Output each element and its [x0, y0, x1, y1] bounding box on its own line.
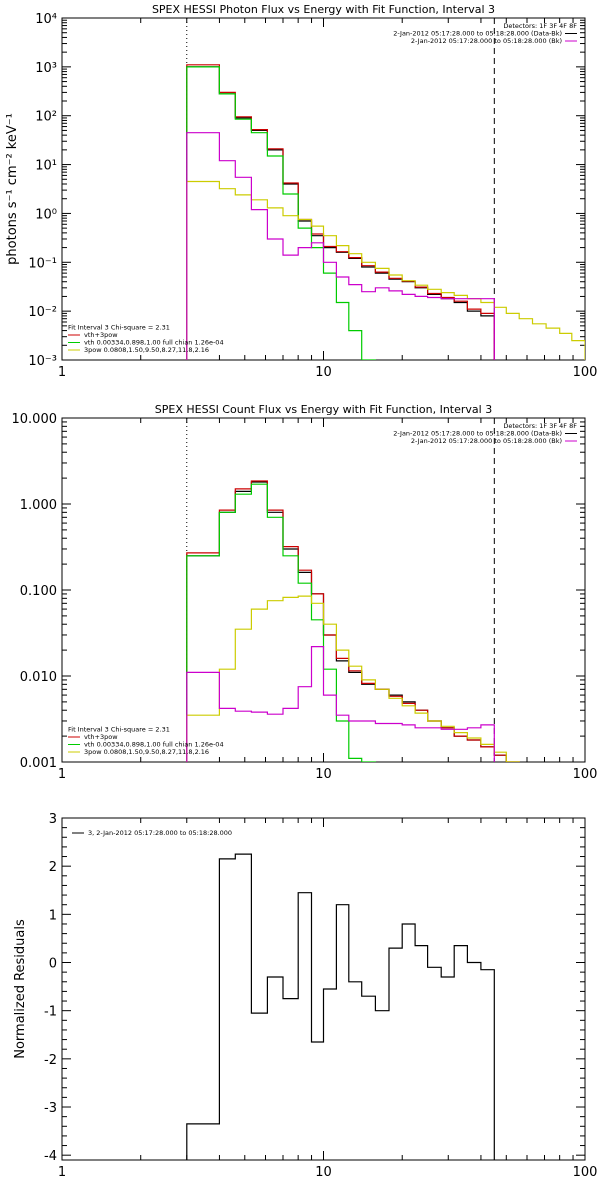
y-tick-label: 0.001 — [20, 756, 57, 771]
series-line — [186, 180, 585, 360]
y-tick-label: 1 — [49, 908, 57, 923]
chart-title: SPEX HESSI Count Flux vs Energy with Fit… — [155, 403, 492, 416]
chart-panel-2: SPEX HESSI Count Flux vs Energy with Fit… — [12, 403, 598, 782]
legend-entry: 2-Jan-2012 05:17:28.000 to 05:18:28.000 … — [411, 437, 562, 445]
y-axis-label: photons s⁻¹ cm⁻² keV⁻¹ — [5, 113, 20, 265]
y-tick-label: 0.100 — [20, 584, 57, 599]
y-tick-label: 0.010 — [20, 670, 57, 685]
series-line — [186, 480, 520, 762]
x-tick-label: 10 — [315, 767, 332, 782]
y-tick-label: 10⁻² — [28, 305, 57, 320]
x-tick-label: 100 — [573, 365, 598, 380]
series-line — [186, 66, 495, 360]
series-line — [186, 64, 495, 360]
chart-panel-3: 1 10 100 -4 -3 -2 -1 0 1 2 3 Normalized Residuals 3,… — [13, 812, 597, 1180]
y-tick-label: 0 — [49, 957, 57, 972]
chart-title: SPEX HESSI Photon Flux vs Energy with Fi… — [152, 3, 495, 16]
legend-entry: Fit Interval 3 Chi-square = 2.31 — [68, 726, 170, 734]
series-line — [186, 595, 520, 762]
y-tick-label: 3 — [49, 812, 57, 827]
y-tick-label: 10² — [35, 110, 57, 125]
plot-frame — [61, 417, 586, 763]
legend-entry: vth 0.00334,0.898,1.00 full chian 1.26e-… — [84, 339, 224, 347]
series-line — [186, 646, 495, 762]
x-tick-label: 1 — [58, 1165, 66, 1180]
y-tick-label: 10¹ — [35, 159, 57, 174]
y-tick-label: -3 — [44, 1101, 57, 1116]
legend-entry: 3pow 0.0808,1.50,9.50,8.27,11.8,2.16 — [84, 748, 209, 756]
legend-entry: 3pow 0.0808,1.50,9.50,8.27,11.8,2.16 — [84, 346, 209, 354]
y-tick-label: -2 — [44, 1053, 57, 1068]
y-tick-label: -4 — [44, 1149, 57, 1164]
x-tick-label: 10 — [315, 365, 332, 380]
y-tick-label: 10³ — [35, 61, 57, 76]
y-axis-label: Normalized Residuals — [13, 919, 28, 1059]
x-tick-label: 100 — [573, 1165, 598, 1180]
y-tick-label: 10⁴ — [35, 12, 57, 27]
chart-panel-1: SPEX HESSI Photon Flux vs Energy with Fi… — [5, 3, 597, 380]
y-tick-label: -1 — [44, 1005, 57, 1020]
x-tick-label: 1 — [58, 767, 66, 782]
legend-entry: 2-Jan-2012 05:17:28.000 to 05:18:28.000 … — [393, 30, 562, 38]
legend-entry: Detectors: 1F 3F 4F 8F — [503, 22, 577, 30]
series-line — [186, 481, 520, 762]
y-tick-label: 10⁻³ — [28, 354, 57, 369]
y-tick-label: 10⁻¹ — [28, 256, 57, 271]
y-tick-label: 1.000 — [20, 498, 57, 513]
legend-entry: Fit Interval 3 Chi-square = 2.31 — [68, 324, 170, 332]
series-line — [186, 66, 376, 360]
y-tick-label: 10.000 — [12, 412, 58, 427]
series-line — [186, 853, 495, 1160]
x-tick-label: 100 — [573, 767, 598, 782]
legend-entry: vth 0.00334,0.898,1.00 full chian 1.26e-… — [84, 741, 224, 749]
series-line — [186, 132, 495, 360]
legend-entry: vth+3pow — [84, 733, 118, 741]
x-tick-label: 1 — [58, 365, 66, 380]
y-tick-label: 2 — [49, 860, 57, 875]
legend-entry: 3, 2-Jan-2012 05:17:28.000 to 05:18:28.0… — [88, 829, 232, 837]
y-tick-label: 10⁰ — [35, 207, 57, 222]
x-tick-label: 10 — [315, 1165, 332, 1180]
legend-entry: Detectors: 1F 3F 4F 8F — [503, 422, 577, 430]
legend-entry: vth+3pow — [84, 331, 118, 339]
legend-entry: 2-Jan-2012 05:17:28.000 to 05:18:28.000 … — [411, 37, 562, 45]
series-line — [186, 483, 376, 762]
legend-entry: 2-Jan-2012 05:17:28.000 to 05:18:28.000 … — [393, 430, 562, 438]
